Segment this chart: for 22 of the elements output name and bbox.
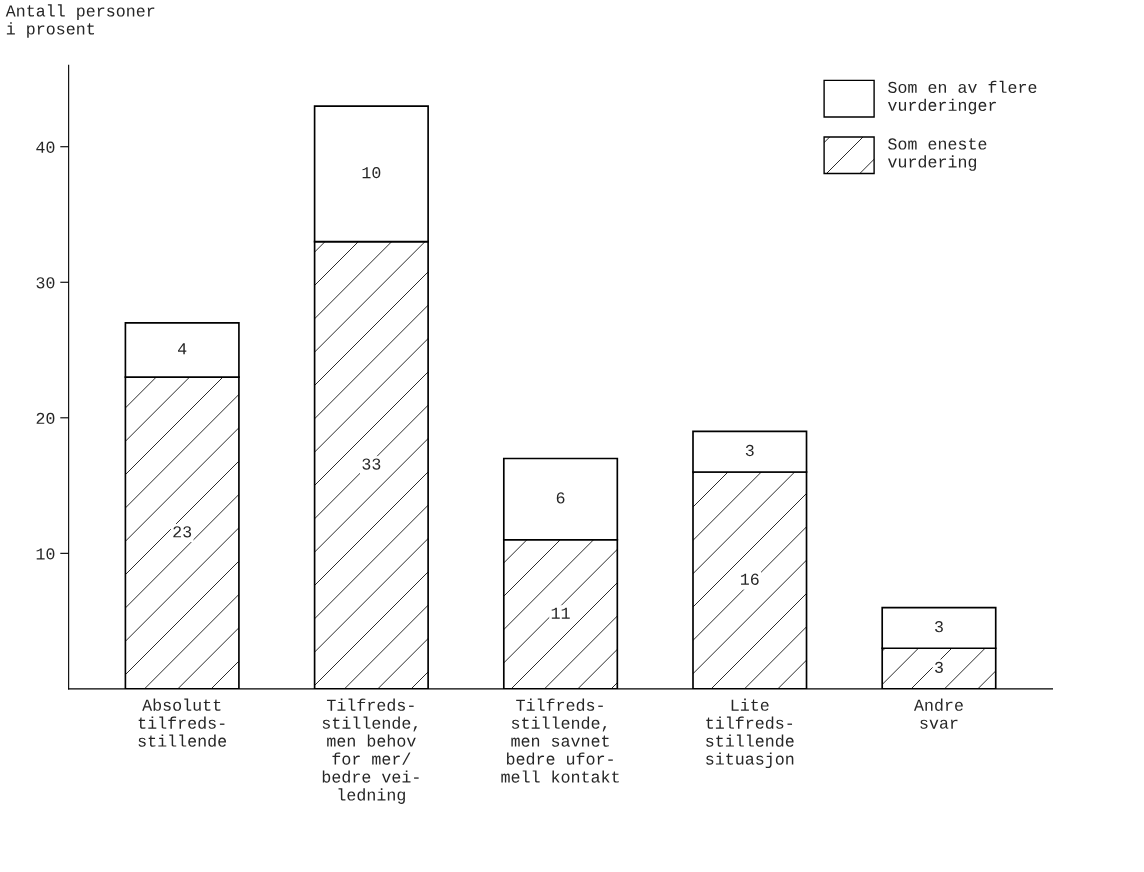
- data-label: 11: [551, 607, 570, 619]
- data-label: 4: [178, 343, 187, 355]
- legend-label: Som en av flere vurderinger: [888, 80, 1037, 115]
- data-label: 23: [173, 526, 192, 538]
- data-label: 16: [740, 573, 759, 585]
- data-label: 3: [745, 444, 754, 457]
- x-tick-label: Andre svar: [913, 698, 963, 729]
- data-label: 33: [362, 458, 381, 470]
- x-tick-label: Absolutt tilfreds- stillende: [138, 698, 227, 747]
- y-tick-label: 10: [36, 548, 55, 560]
- data-label: 3: [935, 621, 943, 633]
- x-tick-label: Tilfreds- stillende, men savnet bedre ufor- mell kontakt: [501, 698, 619, 783]
- data-label: 10: [362, 166, 381, 179]
- y-tick-label: 20: [36, 412, 55, 424]
- y-tick-label: 40: [36, 141, 55, 153]
- legend-label: Som eneste vurdering: [888, 138, 987, 171]
- data-label: 6: [556, 492, 565, 504]
- data-label: 3: [935, 661, 943, 674]
- y-tick-label: 30: [36, 277, 55, 289]
- y-axis-title: Antall personer i prosent: [5, 4, 155, 38]
- x-tick-label: Lite tilfreds- stillende situasjon: [706, 698, 794, 768]
- x-tick-label: Tilfreds- stillende, men behov for mer/ bedre vei- ledning: [322, 698, 419, 804]
